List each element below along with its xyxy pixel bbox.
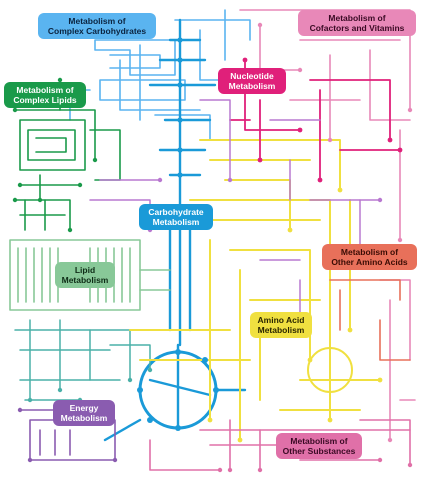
label-nucleotide: Nucleotide Metabolism — [218, 68, 286, 94]
label-cofactors-vitamins: Metabolism of Cofactors and Vitamins — [298, 10, 416, 36]
other-amino-acids-pathways — [329, 279, 411, 361]
label-other-substances: Metabolism of Other Substances — [276, 433, 362, 459]
pathway-nodes — [12, 22, 413, 473]
label-amino-acid: Amino Acid Metabolism — [250, 312, 312, 338]
label-complex-lipids: Metabolism of Complex Lipids — [4, 82, 86, 108]
other-substances-pathways — [149, 419, 411, 471]
label-complex-carbohydrates: Metabolism of Complex Carbohydrates — [38, 13, 156, 39]
teal-pathways — [14, 319, 151, 401]
label-lipid: Lipid Metabolism — [55, 262, 115, 288]
purple-pathways — [89, 99, 381, 331]
label-other-amino-acids: Metabolism of Other Amino Acids — [322, 244, 417, 270]
label-energy: Energy Metabolism — [53, 400, 115, 426]
label-carbohydrate: Carbohydrate Metabolism — [139, 204, 213, 230]
complex-lipids-pathways — [14, 79, 121, 231]
